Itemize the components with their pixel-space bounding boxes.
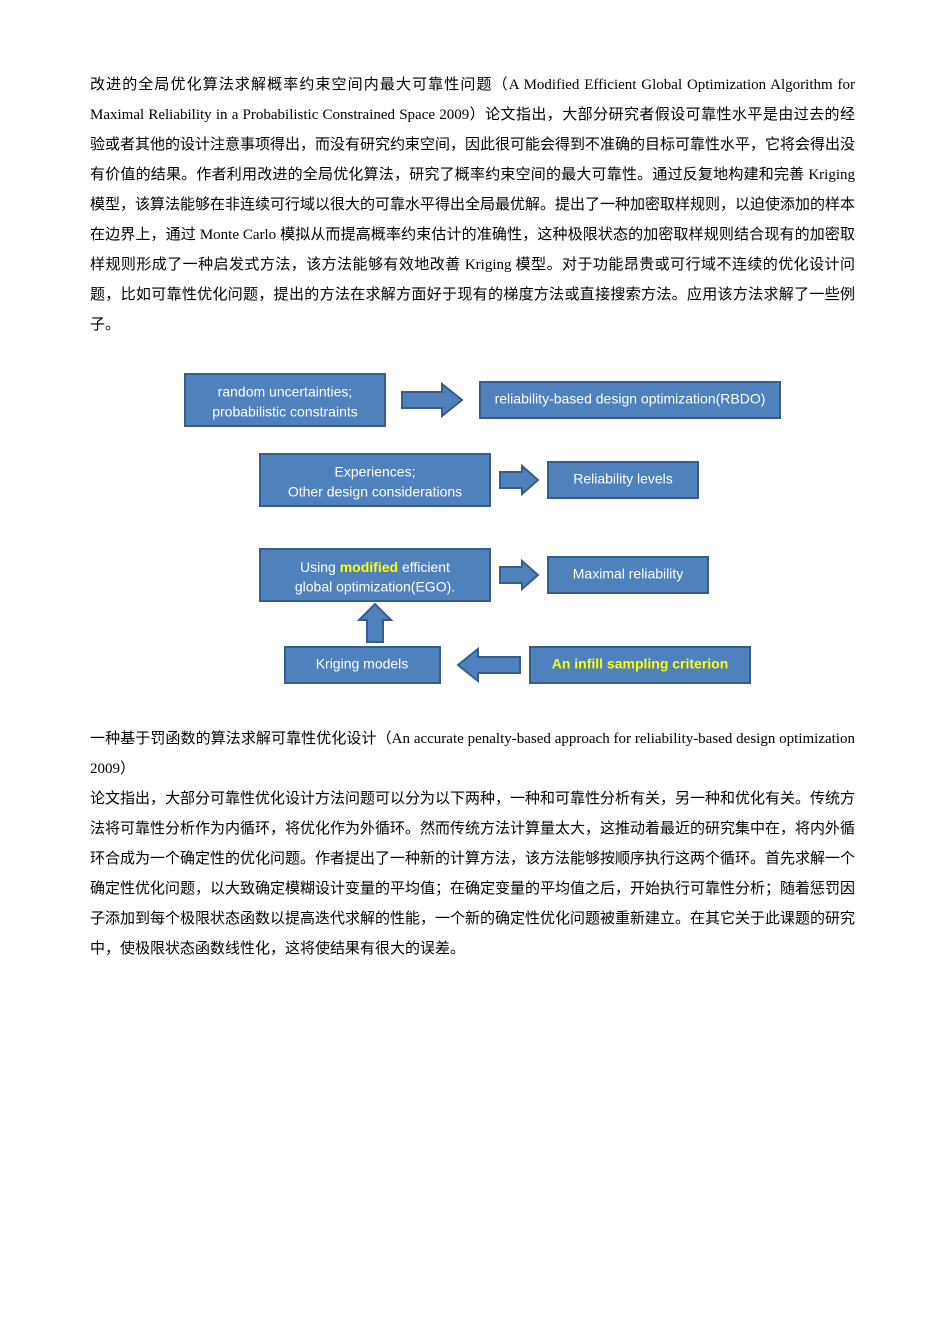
- paragraph-2: 一种基于罚函数的算法求解可靠性优化设计（An accurate penalty-…: [90, 724, 855, 964]
- paragraph-1: 改进的全局优化算法求解概率约束空间内最大可靠性问题（A Modified Eff…: [90, 70, 855, 340]
- document-page: 改进的全局优化算法求解概率约束空间内最大可靠性问题（A Modified Eff…: [0, 0, 945, 1034]
- box5-l1-pre: Using: [300, 559, 340, 575]
- paragraph-1-text: 改进的全局优化算法求解概率约束空间内最大可靠性问题（A Modified Eff…: [90, 77, 855, 333]
- box1-line2: probabilistic constraints: [212, 404, 358, 420]
- flow-diagram: random uncertainties; probabilistic cons…: [90, 364, 855, 704]
- box5-line1: Using modified efficient: [300, 559, 450, 575]
- arrow-right-1: [402, 384, 462, 416]
- arrow-right-2: [500, 466, 538, 494]
- arrow-right-3: [500, 561, 538, 589]
- arrow-left: [458, 649, 520, 681]
- box5-line2: global optimization(EGO).: [295, 579, 455, 595]
- paragraph-2-text: 一种基于罚函数的算法求解可靠性优化设计（An accurate penalty-…: [90, 731, 855, 957]
- box5-l1-post: efficient: [398, 559, 450, 575]
- box8-line1: An infill sampling criterion: [552, 656, 729, 672]
- box2-line1: reliability-based design optimization(RB…: [495, 391, 766, 407]
- box6-line1: Maximal reliability: [573, 566, 683, 582]
- box1-line1: random uncertainties;: [218, 384, 353, 400]
- box4-line1: Reliability levels: [573, 471, 673, 487]
- box7-line1: Kriging models: [316, 656, 409, 672]
- box5-l1-mid: modified: [340, 559, 398, 575]
- arrow-up: [359, 604, 391, 642]
- box3-line2: Other design considerations: [288, 484, 462, 500]
- box3-line1: Experiences;: [335, 464, 416, 480]
- diagram-svg: random uncertainties; probabilistic cons…: [90, 364, 855, 704]
